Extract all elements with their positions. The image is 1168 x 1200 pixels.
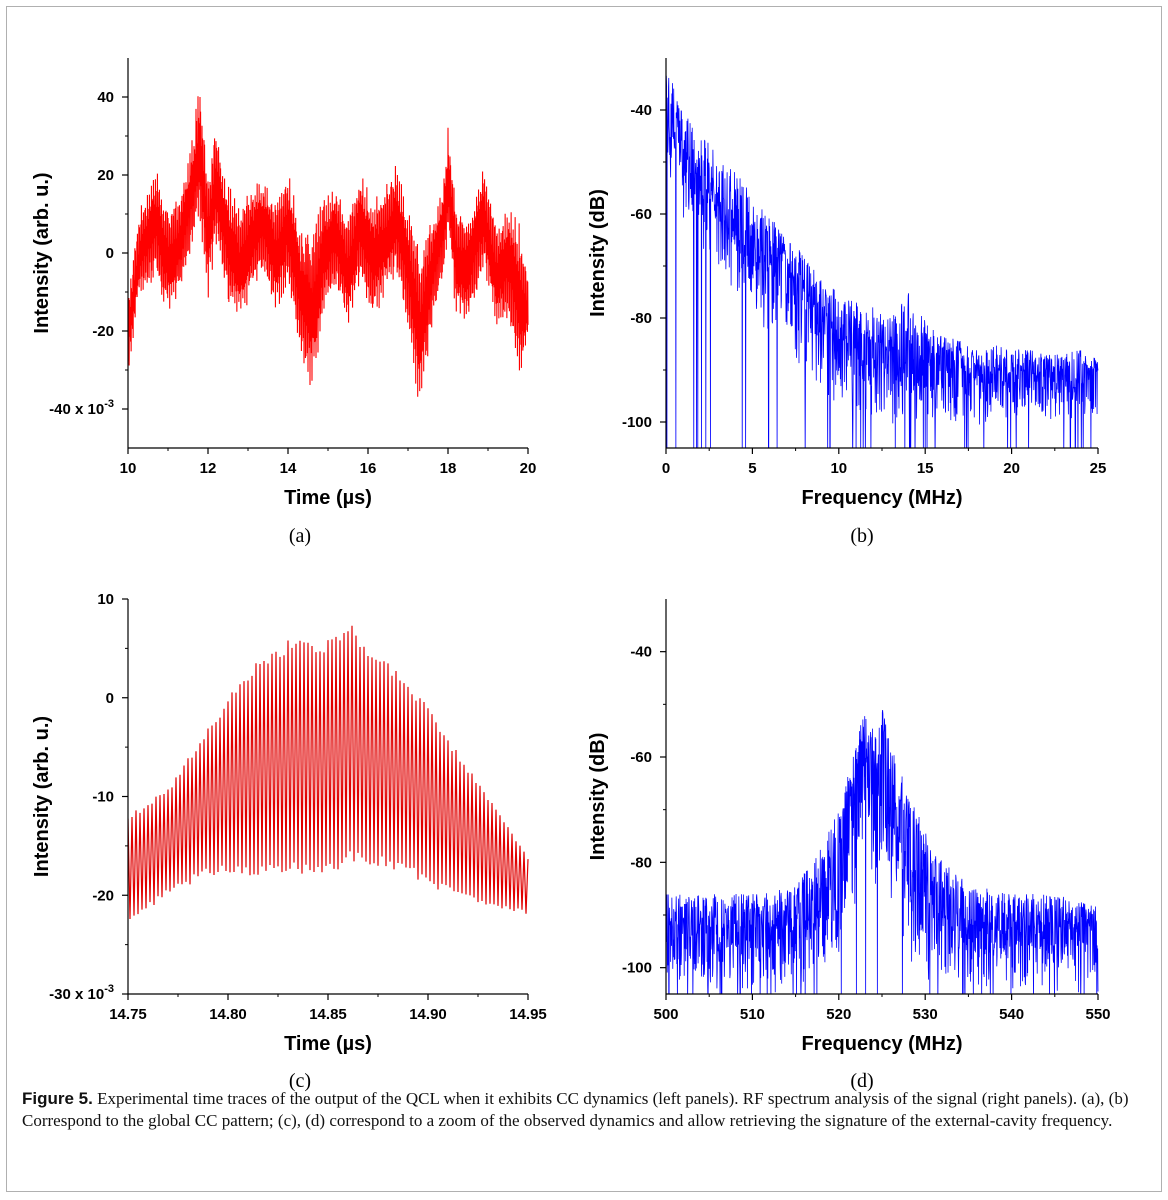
caption-label: Figure 5. bbox=[22, 1089, 93, 1108]
x-tick-label-b: 20 bbox=[1003, 460, 1020, 477]
y-tick-label-b: -40 bbox=[630, 102, 652, 119]
x-tick-label-a: 14 bbox=[280, 460, 297, 477]
panel-a-time-trace: 10 12 14 16 18 20 40 20 0 -20 -40 x 10-3 Time (µs) I… bbox=[20, 40, 560, 520]
x-tick-label-c: 14.80 bbox=[209, 1006, 247, 1023]
y-tick-label-c: -20 bbox=[92, 887, 114, 904]
y-tick-label-b: -60 bbox=[630, 206, 652, 223]
x-tick-label-d: 510 bbox=[740, 1006, 765, 1023]
x-tick-label-b: 5 bbox=[748, 460, 756, 477]
chart-c: 14.75 14.80 14.85 14.90 14.95 10 0 -10 -20 -30 x … bbox=[31, 591, 547, 1055]
x-axis-title-d: Frequency (MHz) bbox=[801, 1033, 962, 1055]
x-axis-title-b: Frequency (MHz) bbox=[801, 487, 962, 509]
y-tick-label-b: -80 bbox=[630, 310, 652, 327]
y-tick-label-c: -10 bbox=[92, 789, 114, 806]
chart-d: 500 510 520 530 540 550 -40 -60 -80 -100 Frequency… bbox=[587, 599, 1111, 1055]
x-tick-label-a: 12 bbox=[200, 460, 217, 477]
y-tick-label-a: 40 bbox=[97, 89, 114, 106]
y-tick-label-b: -100 bbox=[622, 414, 652, 431]
y-axis-title-b: Intensity (dB) bbox=[587, 189, 609, 317]
caption-text: Experimental time traces of the output o… bbox=[22, 1089, 1129, 1130]
y-tick-label-a: -40 x 10-3 bbox=[49, 398, 114, 418]
series-line-c bbox=[128, 625, 529, 919]
x-tick-label-b: 25 bbox=[1090, 460, 1107, 477]
x-tick-label-c: 14.90 bbox=[409, 1006, 447, 1023]
x-tick-label-c: 14.85 bbox=[309, 1006, 347, 1023]
y-tick-label-d: -80 bbox=[630, 854, 652, 871]
x-tick-label-d: 530 bbox=[913, 1006, 938, 1023]
y-tick-label-d: -60 bbox=[630, 749, 652, 766]
x-tick-label-c: 14.95 bbox=[509, 1006, 547, 1023]
panel-c-label: (c) bbox=[288, 1070, 312, 1092]
x-tick-label-a: 18 bbox=[440, 460, 457, 477]
y-tick-label-d: -40 bbox=[630, 644, 652, 661]
y-axis-title-c: Intensity (arb. u.) bbox=[31, 716, 53, 877]
chart-b: 0 5 10 15 20 25 -40 -60 -80 -100 Frequency (MHz) In… bbox=[587, 58, 1107, 509]
y-tick-label-a: 20 bbox=[97, 167, 114, 184]
y-exponent-c: -3 bbox=[104, 983, 114, 995]
chart-a: 10 12 14 16 18 20 40 20 0 -20 -40 x 10-3 Time (µs) I… bbox=[31, 58, 537, 509]
y-axis-title-a: Intensity (arb. u.) bbox=[31, 172, 53, 333]
panel-d-rf-spectrum-zoom: 500 510 520 530 540 550 -40 -60 -80 -100 Frequency… bbox=[578, 585, 1138, 1065]
y-axis-title-d: Intensity (dB) bbox=[587, 733, 609, 861]
x-tick-label-d: 500 bbox=[653, 1006, 678, 1023]
y-tick-label-d: -100 bbox=[622, 960, 652, 977]
figure-caption: Figure 5. Experimental time traces of th… bbox=[22, 1088, 1142, 1132]
series-line-b bbox=[666, 75, 1099, 448]
series-line-a bbox=[128, 96, 529, 397]
x-tick-label-a: 20 bbox=[520, 460, 537, 477]
y-tick-label-a: 0 bbox=[106, 245, 114, 262]
panel-d-label: (d) bbox=[850, 1070, 874, 1092]
series-line-d bbox=[666, 709, 1099, 994]
x-tick-label-d: 550 bbox=[1085, 1006, 1110, 1023]
y-tick-label-a: -20 bbox=[92, 323, 114, 340]
x-tick-label-d: 540 bbox=[999, 1006, 1024, 1023]
y-exponent-a: -3 bbox=[104, 398, 114, 410]
y-tick-label-c: -30 x 10-3 bbox=[49, 983, 114, 1003]
x-tick-label-d: 520 bbox=[826, 1006, 851, 1023]
y-tick-label-c: 0 bbox=[106, 690, 114, 707]
x-tick-label-b: 0 bbox=[662, 460, 670, 477]
panel-c-time-trace-zoom: 14.75 14.80 14.85 14.90 14.95 10 0 -10 -20 -30 x … bbox=[20, 585, 560, 1065]
x-tick-label-c: 14.75 bbox=[109, 1006, 147, 1023]
x-tick-label-b: 15 bbox=[917, 460, 934, 477]
panel-b-label: (b) bbox=[850, 525, 874, 547]
y-tick-label-c: 10 bbox=[97, 591, 114, 608]
x-tick-label-a: 10 bbox=[120, 460, 137, 477]
panel-a-label: (a) bbox=[288, 525, 312, 547]
x-tick-label-b: 10 bbox=[830, 460, 847, 477]
panel-b-rf-spectrum: 0 5 10 15 20 25 -40 -60 -80 -100 Frequency (MHz) In… bbox=[578, 40, 1138, 520]
x-axis-title-c: Time (µs) bbox=[284, 1033, 372, 1055]
x-axis-title-a: Time (µs) bbox=[284, 487, 372, 509]
x-tick-label-a: 16 bbox=[360, 460, 377, 477]
